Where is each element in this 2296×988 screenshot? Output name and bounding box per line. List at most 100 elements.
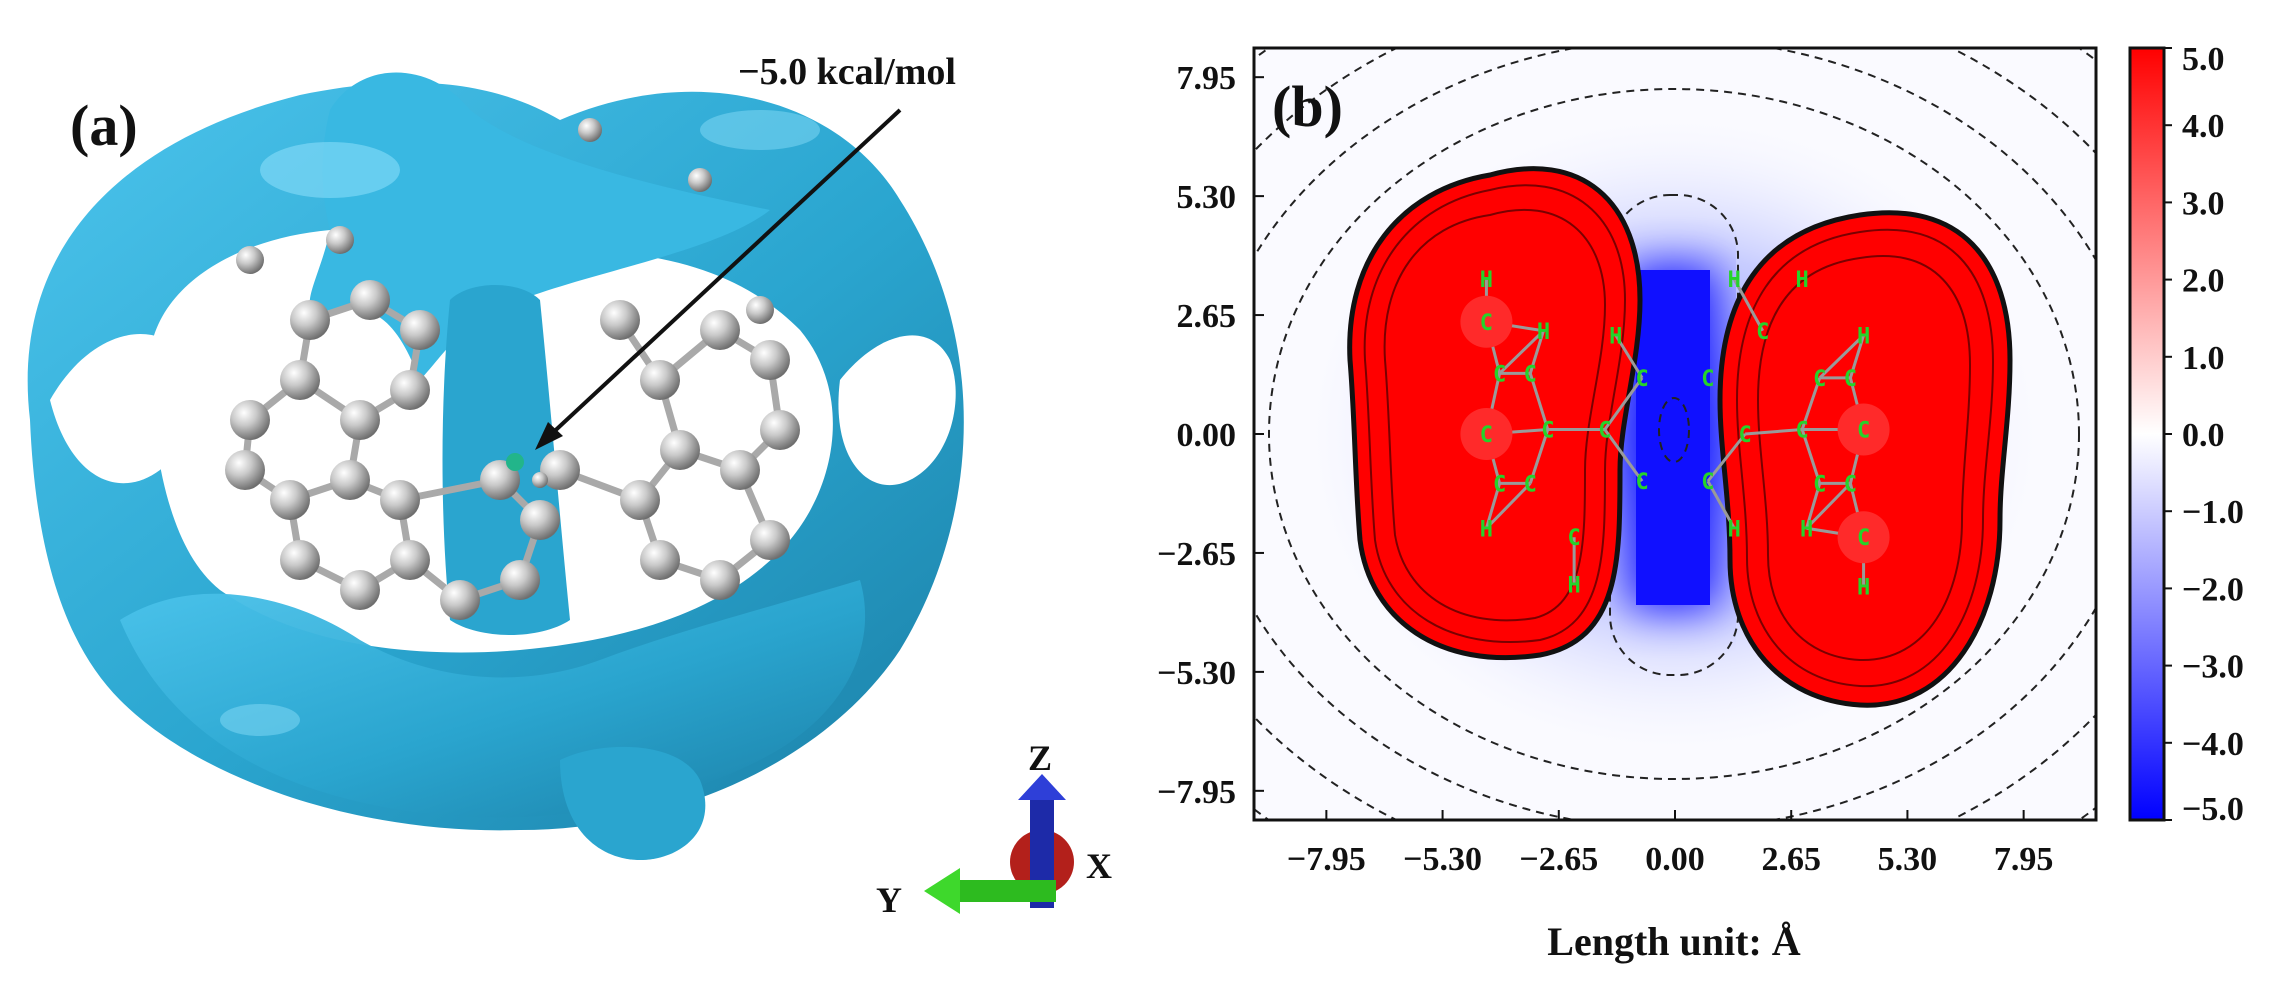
x-axis-ticks: −7.95 −5.30 −2.65 0.00 2.65 5.30 7.95 — [1287, 810, 2053, 878]
bond-line — [1706, 433, 1747, 483]
atom-label-h: H — [1857, 324, 1870, 349]
atom-label-c: C — [1524, 362, 1537, 387]
bond-line — [1528, 372, 1550, 430]
bond-line — [1485, 482, 1532, 530]
colorbar-tick-label: 1.0 — [2182, 340, 2225, 377]
atom-label-c: C — [1635, 367, 1648, 392]
annotation-arrow — [543, 108, 902, 442]
cage-atoms — [225, 118, 800, 620]
atom-label-c: C — [1844, 367, 1857, 392]
atom-label-h: H — [1800, 517, 1813, 542]
z-axis-head — [1018, 774, 1066, 800]
atom-label-h: H — [1480, 268, 1493, 293]
colorbar-tick-label: −2.0 — [2182, 571, 2244, 608]
atom-label-c: C — [1813, 367, 1826, 392]
atom-label-c: C — [1756, 320, 1769, 345]
x-tick-label: 0.00 — [1645, 841, 1705, 878]
annotation-arrowhead — [535, 422, 563, 450]
bond-line — [1528, 429, 1550, 484]
bond-line — [1745, 428, 1803, 436]
atom-label-c: C — [1813, 472, 1826, 497]
y-tick-label: −5.30 — [1157, 655, 1236, 692]
atom-label-c: C — [1701, 470, 1714, 495]
atom-label-h: H — [1796, 268, 1809, 293]
atom-highlight — [1837, 511, 1890, 564]
bond-line — [1498, 329, 1545, 375]
atom-label-c: C — [1857, 419, 1870, 444]
atom-label-c: C — [1796, 419, 1809, 444]
colorbar-tick-label: −4.0 — [2182, 726, 2244, 763]
atom-label-h: H — [1728, 517, 1741, 542]
y-axis-shaft — [958, 880, 1056, 902]
y-tick-label: 0.00 — [1177, 417, 1237, 454]
y-axis-head — [924, 868, 960, 914]
bond-line — [1603, 377, 1644, 431]
bond-line — [1818, 334, 1865, 379]
y-tick-label: −7.95 — [1157, 774, 1236, 811]
colorbar-tick-label: 4.0 — [2182, 108, 2225, 145]
atom-label-c: C — [1739, 423, 1752, 448]
x-axis-label: X — [1086, 846, 1112, 886]
atom-label-h: H — [1728, 268, 1741, 293]
atom-label-c: C — [1701, 367, 1714, 392]
x-tick-label: 5.30 — [1878, 841, 1938, 878]
atom-highlight — [1460, 408, 1513, 460]
atom-highlight — [1460, 295, 1513, 348]
atom-label-c: C — [1541, 419, 1554, 444]
x-axis-title: Length unit: Å — [1547, 919, 1800, 964]
atom-label-c: C — [1568, 526, 1581, 551]
colorbar-tick-label: −3.0 — [2182, 649, 2244, 686]
axis-triad: Z X Y — [876, 738, 1112, 920]
y-axis-ticks: 7.95 5.30 2.65 0.00 −2.65 −5.30 −7.95 — [1157, 60, 1264, 811]
bond-line — [1706, 480, 1736, 529]
probe-point — [506, 453, 524, 471]
atom-label-c: C — [1844, 472, 1857, 497]
bond-line — [1614, 334, 1644, 379]
colorbar-tick-label: 5.0 — [2182, 41, 2225, 78]
x-tick-label: −2.65 — [1519, 841, 1598, 878]
y-tick-label: 7.95 — [1177, 60, 1237, 97]
bond-line — [1484, 482, 1502, 529]
atom-label-h: H — [1609, 324, 1622, 349]
bond-line — [1732, 278, 1765, 332]
colorbar-ticks: 5.0 4.0 3.0 2.0 1.0 0.0 −1.0 −2.0 −3.0 −4.0 −5.0 — [2164, 41, 2244, 828]
atom-label-c: C — [1480, 423, 1493, 448]
x-tick-label: 2.65 — [1761, 841, 1821, 878]
bond-line — [1805, 482, 1852, 530]
colorbar-tick-label: 2.0 — [2182, 263, 2225, 300]
atom-label-c: C — [1857, 526, 1870, 551]
annotation-label: −5.0 kcal/mol — [738, 51, 956, 93]
atom-label-c: C — [1493, 472, 1506, 497]
atom-label-h: H — [1537, 320, 1550, 345]
atom-label-c: C — [1524, 472, 1537, 497]
atom-label-c: C — [1493, 362, 1506, 387]
colorbar-tick-label: −1.0 — [2182, 494, 2244, 531]
colorbar — [2128, 46, 2166, 822]
central-negative-core — [1636, 270, 1710, 605]
z-axis-label: Z — [1028, 738, 1052, 778]
colorbar-tick-label: 0.0 — [2182, 417, 2225, 454]
y-tick-label: 5.30 — [1177, 179, 1237, 216]
atom-label-c: C — [1635, 470, 1648, 495]
colorbar-tick-label: −5.0 — [2182, 791, 2244, 828]
y-tick-label: −2.65 — [1157, 536, 1236, 573]
atom-label-c: C — [1480, 311, 1493, 336]
panel-a: (a) −5.0 kcal/mol Z X Y — [27, 51, 1112, 920]
atom-label-h: H — [1568, 573, 1581, 598]
atom-label-h: H — [1857, 576, 1870, 601]
x-tick-label: 7.95 — [1994, 841, 2054, 878]
atom-label-c: C — [1598, 419, 1611, 444]
positive-lobe-right — [1717, 210, 2013, 708]
bond-line — [1805, 482, 1822, 529]
bond-line — [1603, 428, 1644, 483]
bond-line — [1800, 429, 1822, 484]
panel-b-label: (b) — [1272, 74, 1343, 139]
y-tick-label: 2.65 — [1177, 298, 1237, 335]
atom-label-h: H — [1480, 517, 1493, 542]
y-axis-label: Y — [876, 880, 902, 920]
x-tick-label: −7.95 — [1287, 841, 1366, 878]
